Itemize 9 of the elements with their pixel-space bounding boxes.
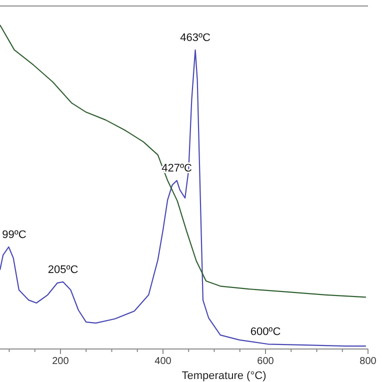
x-tick-label: 200 bbox=[52, 356, 70, 367]
x-tick-label: 600 bbox=[257, 356, 274, 367]
annotation: 205ºC bbox=[48, 264, 78, 276]
annotation: 600ºC bbox=[250, 326, 281, 338]
annotation: 99ºC bbox=[2, 228, 26, 241]
annotation: 463ºC bbox=[180, 32, 210, 44]
x-tick-label: 800 bbox=[360, 356, 377, 367]
x-axis-title: Temperature (°C) bbox=[182, 370, 266, 382]
x-tick-label: 400 bbox=[154, 356, 172, 367]
